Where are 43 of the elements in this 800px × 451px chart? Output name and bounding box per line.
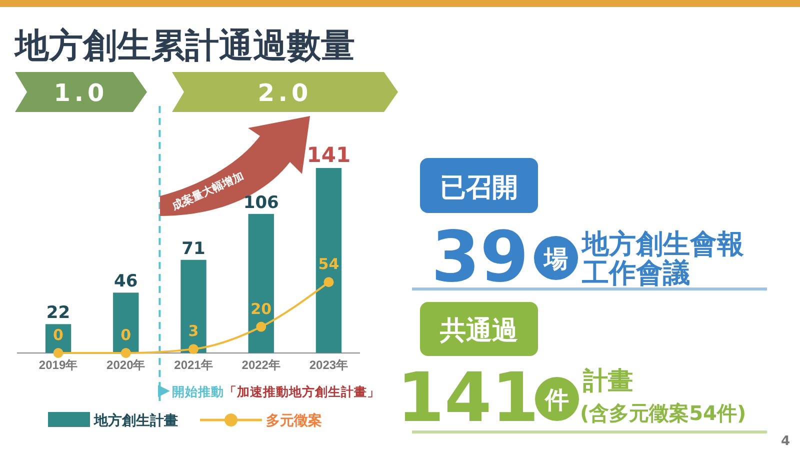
text: 4 xyxy=(780,434,790,449)
chart-title: 地方創生累計通過數量 xyxy=(13,26,355,66)
data-label: 46 xyxy=(114,272,138,292)
text: 39 xyxy=(431,216,529,298)
x-tick-label: 2023年 xyxy=(309,358,348,372)
bar xyxy=(248,214,274,353)
point xyxy=(256,322,266,332)
x-tick-label: 2021年 xyxy=(174,358,213,372)
data-label: 3 xyxy=(188,322,199,340)
data-label: 0 xyxy=(53,326,64,344)
point xyxy=(120,348,131,358)
text: 工作會議 xyxy=(581,258,690,289)
point xyxy=(324,277,334,288)
bar xyxy=(316,168,342,353)
text: 件 xyxy=(544,386,569,414)
legend-label: 地方創生計畫 xyxy=(93,412,178,429)
text: (含多元徵案54件) xyxy=(580,401,746,425)
data-label: 0 xyxy=(120,326,132,344)
bar xyxy=(113,292,139,353)
text: 開始推動 xyxy=(172,384,224,399)
data-label: 54 xyxy=(318,255,340,274)
x-tick-label: 2022年 xyxy=(242,358,280,372)
text: 1.0 xyxy=(54,79,108,107)
text: 共通過 xyxy=(439,316,518,346)
data-label: 71 xyxy=(182,238,206,259)
x-tick-label: 2020年 xyxy=(106,358,146,372)
data-label: 20 xyxy=(250,300,272,318)
data-label: 22 xyxy=(46,303,70,324)
annotation: 成案量大幅增加 xyxy=(169,170,246,214)
text: 地方創生會報 xyxy=(581,229,744,260)
text: 場 xyxy=(543,245,568,273)
bar xyxy=(180,260,206,353)
point xyxy=(188,344,198,354)
point xyxy=(53,348,64,358)
x-tick-label: 2019年 xyxy=(38,358,78,372)
text: 141 xyxy=(397,359,539,438)
text: 2.0 xyxy=(258,79,312,107)
text: 「加速推動地方創生計畫」 xyxy=(224,384,380,399)
legend-label: 多元徵案 xyxy=(266,412,322,429)
data-label: 106 xyxy=(243,192,279,213)
text: 計畫 xyxy=(582,366,633,395)
data-label: 141 xyxy=(306,143,351,167)
text: 已召開 xyxy=(440,173,518,203)
